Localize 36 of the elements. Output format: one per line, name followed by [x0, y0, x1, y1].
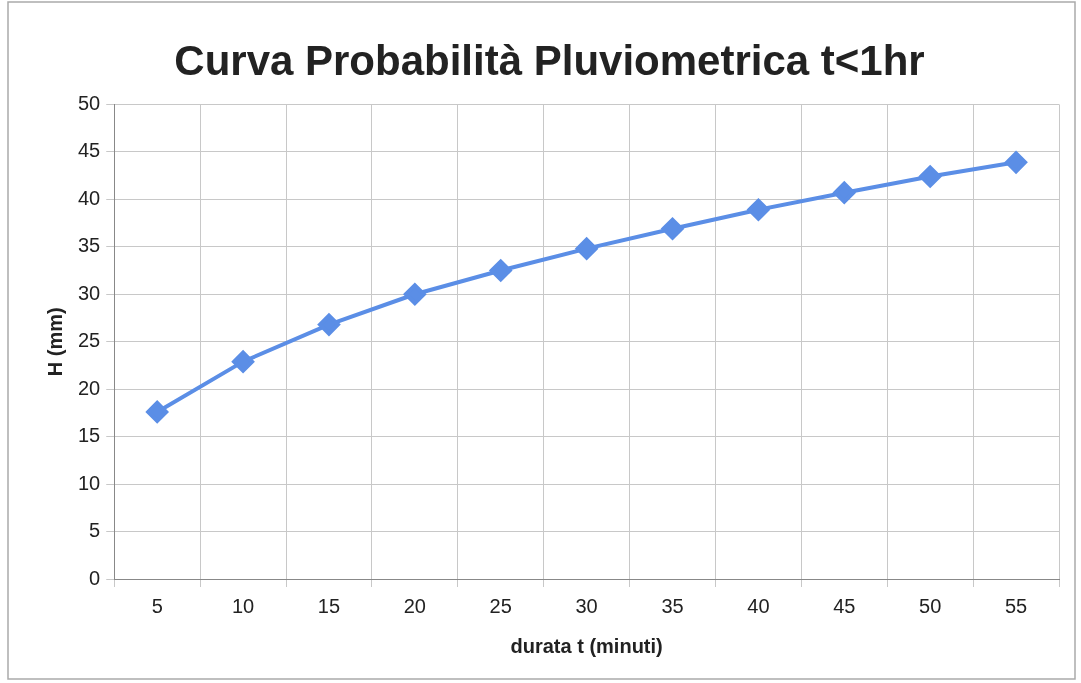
point: [919, 165, 942, 188]
y-tick-label: 30: [78, 281, 101, 304]
point: [833, 181, 856, 204]
y-tick-label: 0: [89, 566, 101, 589]
x-tick-label: 50: [919, 594, 942, 617]
y-tick-label: 10: [78, 471, 101, 494]
x-tick-label: 35: [661, 594, 684, 617]
point: [747, 198, 770, 221]
point: [146, 400, 169, 423]
y-tick-label: 35: [78, 234, 101, 257]
x-tick-label: 20: [403, 594, 426, 617]
x-tick-label: 25: [489, 594, 512, 617]
y-tick-label: 25: [78, 329, 101, 352]
x-tick-label: 45: [833, 594, 856, 617]
y-axis-title: H (mm): [43, 307, 66, 377]
point: [232, 350, 255, 373]
y-tick-label: 50: [78, 91, 101, 114]
point: [403, 283, 426, 306]
chart-title: Curva Probabilità Pluviometrica t<1hr: [174, 36, 925, 84]
y-tick-label: 45: [78, 139, 101, 162]
x-tick-label: 40: [747, 594, 770, 617]
x-tick-label: 5: [151, 594, 163, 617]
point: [661, 217, 684, 240]
y-tick-label: 20: [78, 376, 101, 399]
y-tick-label: 40: [78, 186, 101, 209]
x-tick-label: 15: [317, 594, 341, 617]
y-tick-label: 15: [78, 424, 101, 447]
point: [1005, 151, 1028, 174]
x-tick-label: 30: [575, 594, 598, 617]
point: [489, 259, 512, 282]
x-tick-label: 10: [231, 594, 255, 617]
x-axis-title: durata t (minuti): [510, 634, 663, 657]
point: [575, 237, 598, 260]
y-tick-label: 5: [89, 519, 101, 542]
point: [317, 313, 340, 336]
x-tick-label: 55: [1004, 594, 1028, 617]
